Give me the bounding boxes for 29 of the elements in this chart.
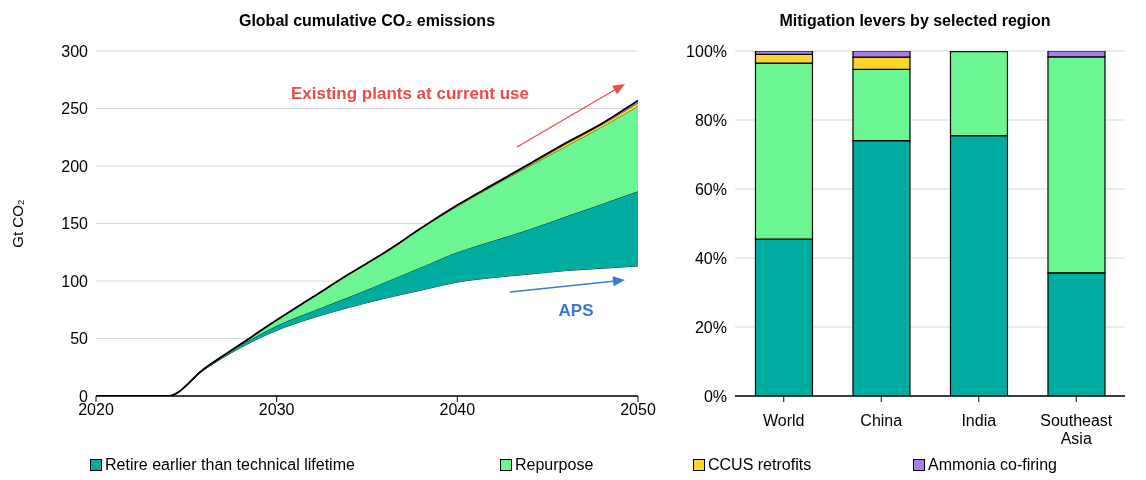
y-tick-label: 0% [703,387,727,405]
x-tick-label: China [860,412,903,430]
y-tick-label: 80% [694,111,727,129]
y-tick-label: 250 [61,100,89,118]
x-tick-label: India [961,412,997,430]
legend-label: Ammonia co-firing [928,456,1057,474]
chart-title: Global cumulative CO₂ emissions [237,12,497,30]
x-tick-label: 2030 [258,401,295,419]
annotation: Existing plants at current use [290,83,530,103]
legend-label: CCUS retrofits [708,456,812,474]
y-tick-label: 200 [61,157,89,175]
y-tick-label: 300 [61,42,89,60]
x-tick-label: World [763,412,805,430]
x-tick-label: 2040 [439,401,476,419]
y-tick-label: 100% [686,42,727,60]
y-tick-label: 40% [694,249,727,267]
legend-label: Repurpose [515,456,594,474]
y-tick-label: 150 [61,215,89,233]
x-tick-label: 2050 [620,401,656,419]
y-tick-label: 100 [61,272,89,290]
y-tick-label: 20% [694,318,727,336]
legend-label: Retire earlier than technical lifetime [105,456,355,474]
x-tick-label: Southeast Asia [1040,412,1113,447]
annotation: APS [558,300,594,320]
y-axis-title: Gt CO₂ [9,199,27,248]
chart-title: Mitigation levers by selected region [778,12,1052,30]
y-tick-label: 50 [70,330,89,348]
y-tick-label: 60% [694,180,727,198]
x-tick-label: 2020 [78,401,114,419]
